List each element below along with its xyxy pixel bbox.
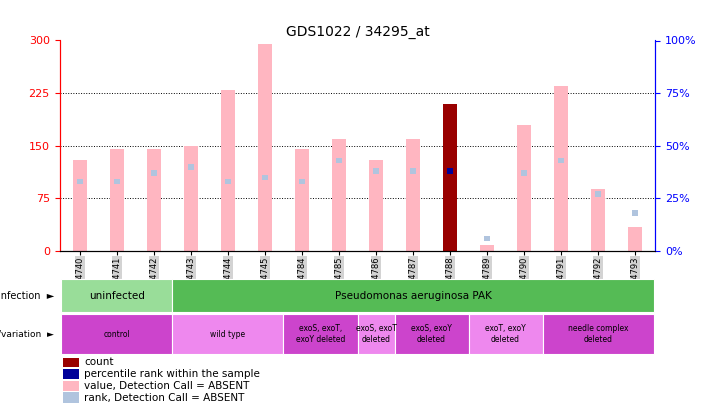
Text: needle complex
deleted: needle complex deleted xyxy=(568,324,628,344)
Bar xyxy=(72,160,88,251)
Bar xyxy=(373,168,379,174)
Bar xyxy=(172,314,283,354)
Bar xyxy=(63,356,79,367)
Title: GDS1022 / 34295_at: GDS1022 / 34295_at xyxy=(285,26,430,39)
Bar xyxy=(479,245,494,251)
Bar xyxy=(554,86,569,251)
Bar xyxy=(447,168,454,174)
Text: exoS, exoT,
exoY deleted: exoS, exoT, exoY deleted xyxy=(296,324,345,344)
Bar xyxy=(114,179,121,184)
Bar xyxy=(257,44,273,251)
Bar xyxy=(188,164,194,170)
Text: infection  ►: infection ► xyxy=(0,291,54,301)
Text: count: count xyxy=(84,357,114,367)
Bar xyxy=(109,149,124,251)
Bar xyxy=(332,139,346,251)
Bar xyxy=(632,210,639,216)
Bar xyxy=(484,236,491,241)
Bar xyxy=(299,179,306,184)
Bar xyxy=(468,314,543,354)
Bar xyxy=(172,279,653,312)
Bar xyxy=(591,189,606,251)
Text: exoS, exoT
deleted: exoS, exoT deleted xyxy=(355,324,397,344)
Bar xyxy=(543,314,653,354)
Bar xyxy=(517,125,531,251)
Text: uninfected: uninfected xyxy=(89,291,145,301)
Bar xyxy=(442,104,458,251)
Bar xyxy=(62,279,172,312)
Bar xyxy=(184,146,198,251)
Bar xyxy=(409,168,416,174)
Text: rank, Detection Call = ABSENT: rank, Detection Call = ABSENT xyxy=(84,392,245,403)
Bar xyxy=(406,139,421,251)
Text: wild type: wild type xyxy=(210,330,245,339)
Bar xyxy=(627,226,643,251)
Bar xyxy=(63,369,79,379)
Bar xyxy=(369,160,383,251)
Bar xyxy=(261,175,268,180)
Bar xyxy=(358,314,395,354)
Bar xyxy=(76,179,83,184)
Text: Pseudomonas aeruginosa PAK: Pseudomonas aeruginosa PAK xyxy=(334,291,491,301)
Bar xyxy=(395,314,468,354)
Bar xyxy=(224,179,231,184)
Bar xyxy=(294,149,309,251)
Bar xyxy=(594,192,601,197)
Bar xyxy=(63,392,79,403)
Text: value, Detection Call = ABSENT: value, Detection Call = ABSENT xyxy=(84,381,250,391)
Text: exoT, exoY
deleted: exoT, exoY deleted xyxy=(485,324,526,344)
Bar xyxy=(147,149,161,251)
Bar xyxy=(221,90,236,251)
Bar xyxy=(558,158,564,163)
Bar xyxy=(63,381,79,391)
Bar xyxy=(283,314,358,354)
Bar xyxy=(521,171,527,176)
Bar xyxy=(336,158,342,163)
Text: genotype/variation  ►: genotype/variation ► xyxy=(0,330,54,339)
Bar xyxy=(62,314,172,354)
Text: percentile rank within the sample: percentile rank within the sample xyxy=(84,369,260,379)
Text: exoS, exoY
deleted: exoS, exoY deleted xyxy=(411,324,452,344)
Text: control: control xyxy=(104,330,130,339)
Bar xyxy=(151,171,157,176)
